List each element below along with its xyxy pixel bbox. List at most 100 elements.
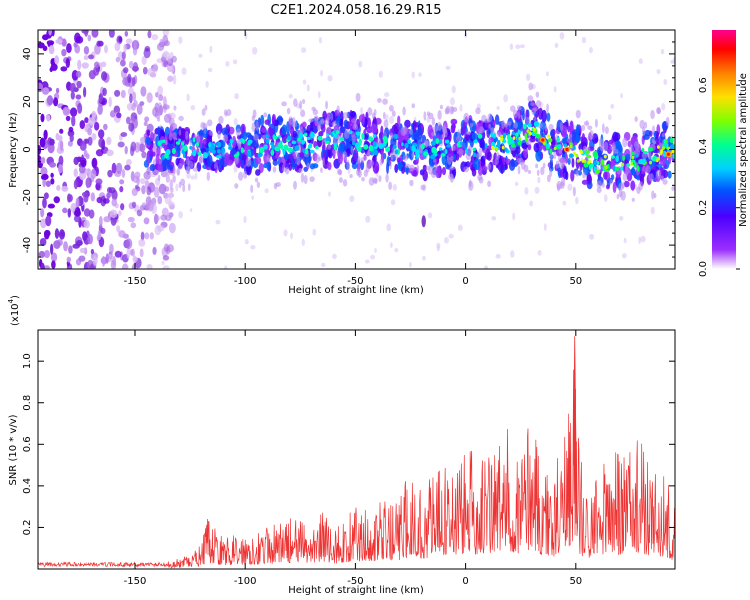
noise-blob (178, 36, 183, 44)
noise-blob (155, 215, 160, 222)
noise-blob (121, 169, 126, 178)
noise-blob (118, 36, 123, 43)
band-halo-blob (652, 125, 655, 135)
isolated-feature (421, 215, 426, 228)
core-blob (358, 138, 362, 146)
noise-blob (49, 162, 57, 168)
band-halo-blob (553, 151, 557, 160)
highlight-blob (661, 146, 665, 150)
noise-blob (409, 261, 412, 268)
noise-blob (141, 185, 146, 195)
noise-blob (128, 60, 134, 69)
noise-blob (224, 265, 228, 269)
core-blob (497, 139, 501, 147)
core-blob (517, 130, 521, 135)
band-blob (404, 119, 411, 128)
core-blob (484, 143, 488, 149)
noise-blob (87, 136, 93, 146)
noise-blob (91, 30, 99, 38)
band-blob (616, 143, 623, 156)
highlight-blob (649, 160, 653, 165)
noise-blob (38, 250, 46, 259)
band-halo-blob (293, 98, 298, 107)
band-blob (559, 168, 564, 178)
noise-blob (101, 255, 106, 267)
highlight-blob (621, 162, 625, 167)
x-tick-label: -100 (234, 576, 257, 587)
band-blob (266, 161, 271, 171)
noise-blob (131, 201, 137, 209)
band-halo-blob (177, 162, 184, 170)
core-blob (588, 163, 592, 171)
band-halo-blob (594, 118, 598, 128)
band-halo-blob (604, 126, 609, 135)
noise-blob (358, 60, 363, 68)
band-halo-blob (439, 104, 443, 110)
band-halo-blob (445, 105, 450, 115)
y-tick-label: 20 (22, 95, 33, 108)
noise-blob (126, 159, 132, 166)
noise-blob (69, 134, 74, 142)
core-blob (339, 137, 345, 141)
noise-blob (619, 215, 624, 221)
band-blob (539, 129, 544, 137)
noise-blob (73, 214, 81, 223)
band-blob (260, 114, 265, 127)
band-halo-blob (363, 155, 368, 161)
band-halo-blob (463, 166, 470, 173)
core-blob (446, 144, 451, 148)
noise-blob (93, 66, 100, 76)
band-halo-blob (298, 167, 303, 173)
noise-blob (510, 250, 515, 258)
band-blob (462, 121, 466, 134)
core-blob (202, 152, 209, 159)
core-blob (547, 138, 553, 143)
band-halo-blob (518, 157, 524, 166)
noise-blob (158, 94, 164, 102)
band-halo-blob (222, 134, 229, 143)
band-halo-blob (665, 116, 670, 127)
noise-blob (136, 103, 143, 115)
band-halo-blob (352, 123, 359, 130)
noise-blob (76, 80, 82, 89)
noise-blob (370, 254, 376, 260)
band-halo-blob (560, 156, 566, 167)
noise-blob (126, 102, 133, 111)
band-halo-blob (288, 116, 293, 126)
colorbar: 0.0 0.2 0.4 0.6 Normalized spectral amplitu… (698, 30, 749, 277)
noise-blob (119, 179, 125, 185)
noise-blob (127, 73, 132, 84)
band-blob (586, 171, 592, 184)
band-blob (403, 166, 410, 173)
noise-blob (45, 180, 51, 188)
colorbar-gradient (712, 30, 736, 269)
noise-blob (40, 208, 45, 218)
noise-blob (459, 104, 463, 112)
band-halo-blob (634, 140, 640, 150)
noise-blob (390, 199, 396, 206)
x-tick-label: -50 (347, 576, 363, 587)
noise-blob (288, 93, 293, 99)
band-halo-blob (325, 117, 330, 126)
highlight-blob (575, 153, 579, 158)
core-blob (477, 133, 483, 139)
band-halo-blob (178, 181, 182, 189)
core-blob (302, 148, 306, 153)
noise-blob (54, 228, 60, 239)
noise-blob (121, 263, 129, 269)
x-tick-label: -100 (234, 276, 257, 287)
noise-blob (157, 85, 164, 96)
band-halo-blob (361, 176, 365, 182)
peak-point (565, 147, 569, 152)
svg-text:(x104): (x104) (7, 295, 21, 326)
core-blob (265, 138, 270, 144)
band-halo-blob (291, 121, 298, 128)
band-blob (630, 180, 636, 191)
band-blob (350, 111, 356, 118)
noise-blob (40, 218, 47, 229)
core-blob (440, 153, 446, 157)
noise-blob (131, 187, 138, 197)
highlight-blob (631, 155, 635, 160)
band-halo-blob (494, 157, 499, 166)
band-halo-blob (618, 182, 624, 191)
